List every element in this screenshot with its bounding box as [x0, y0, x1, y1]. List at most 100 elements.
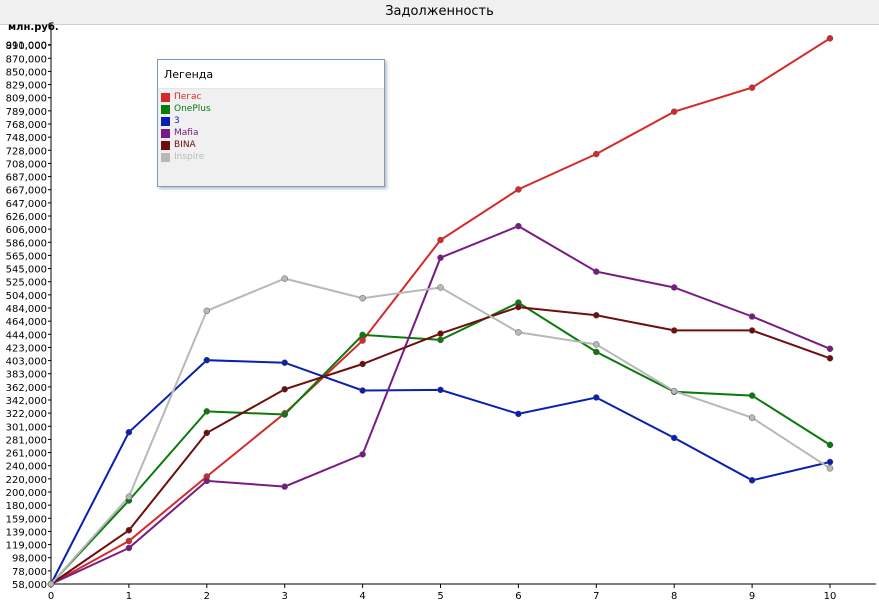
series-point	[125, 428, 133, 436]
legend-item: Mafia	[161, 127, 211, 139]
x-tick-label: 8	[671, 591, 677, 602]
series-point	[203, 429, 211, 437]
series-point	[826, 355, 834, 362]
y-tick-label: 403,000	[6, 357, 47, 368]
y-tick-label: 58,000	[12, 580, 47, 591]
series-point	[826, 35, 834, 42]
series-line-1	[50, 301, 831, 585]
legend-swatch	[161, 116, 170, 126]
y-tick-label: 687,000	[6, 173, 47, 184]
y-tick-label: 78,000	[12, 567, 47, 578]
legend-item: Пегас	[161, 91, 211, 103]
series-point	[125, 537, 133, 545]
series-point	[748, 313, 756, 320]
series-point	[437, 386, 444, 394]
legend-item: BINA	[161, 139, 211, 151]
y-tick-label: 565,000	[6, 251, 47, 262]
y-tick-label: 139,000	[6, 527, 47, 538]
series-point	[670, 434, 678, 442]
series-point	[359, 337, 366, 344]
y-tick-label: 789,000	[6, 107, 47, 118]
y-tick-label: 240,000	[6, 462, 47, 473]
series-point	[593, 348, 600, 356]
legend-swatch	[161, 92, 170, 102]
x-tick-label: 7	[593, 591, 599, 602]
y-tick-label: 890,000	[6, 41, 47, 52]
series-point	[203, 477, 211, 485]
series-point	[670, 108, 678, 115]
legend-label: BINA	[174, 140, 196, 150]
y-tick-label: 809,000	[6, 94, 47, 105]
legend-label: OnePlus	[174, 104, 211, 114]
y-tick-label: 728,000	[6, 146, 47, 157]
legend[interactable]: Легенда Пегас OnePlus 3 Mafia BINA Inspire	[157, 59, 385, 187]
y-tick-label: 545,000	[6, 265, 47, 276]
y-tick-label: 119,000	[6, 541, 47, 552]
series-point	[203, 307, 211, 315]
legend-swatch	[161, 104, 170, 114]
legend-header: Легенда	[158, 60, 384, 89]
y-tick-label: 362,000	[6, 383, 47, 394]
legend-item: Inspire	[161, 151, 211, 163]
series-point	[515, 410, 522, 418]
legend-title: Легенда	[164, 68, 214, 81]
legend-label: 3	[174, 116, 180, 126]
series-point	[515, 222, 522, 230]
series-point	[515, 329, 522, 336]
x-tick-label: 9	[749, 591, 755, 602]
series-point	[515, 303, 522, 311]
series-point	[47, 580, 55, 588]
series-point	[748, 477, 756, 484]
y-tick-label: 342,000	[6, 396, 47, 407]
y-tick-label: 606,000	[6, 225, 47, 236]
series-point	[281, 386, 288, 393]
legend-swatch	[161, 152, 170, 162]
axes: млн.руб. 58,000 78,000 98,000 119,000 139,000…	[6, 21, 876, 602]
x-tick-label: 6	[515, 591, 521, 602]
legend-list: Пегас OnePlus 3 Mafia BINA Inspire	[161, 91, 211, 163]
series-point	[593, 150, 600, 158]
series-point	[437, 284, 444, 291]
y-tick-label: 383,000	[6, 370, 47, 381]
legend-label: Inspire	[174, 152, 205, 162]
legend-label: Mafia	[174, 128, 199, 138]
y-tick-label: 159,000	[6, 514, 47, 525]
series-point	[125, 527, 133, 534]
y-tick-label: 504,000	[6, 291, 47, 302]
y-tick-label: 281,000	[6, 435, 47, 446]
y-tick-label: 444,000	[6, 330, 47, 341]
y-tick-label: 911,000	[6, 41, 47, 52]
y-tick-label: 647,000	[6, 199, 47, 210]
series-point	[670, 387, 678, 395]
series-point	[826, 345, 834, 353]
legend-swatch	[161, 140, 170, 150]
x-tick-label: 0	[48, 591, 54, 602]
y-tick-label: 261,000	[6, 449, 47, 460]
series-point	[203, 356, 211, 364]
series-point	[281, 359, 288, 366]
series-point	[359, 387, 366, 394]
series-points	[47, 35, 834, 588]
series-line-5	[50, 277, 831, 585]
series-point	[437, 336, 444, 344]
x-tick-label: 5	[437, 591, 443, 602]
series-point	[748, 327, 756, 334]
x-tick-label: 10	[824, 591, 837, 602]
y-tick-label: 464,000	[6, 317, 47, 328]
series-point	[748, 392, 756, 399]
y-tick-label: 484,000	[6, 304, 47, 315]
series-point	[826, 441, 834, 449]
series-point	[359, 331, 366, 339]
y-tick-label: 586,000	[6, 238, 47, 249]
x-tick-label: 1	[126, 591, 132, 602]
y-tick-label: 829,000	[6, 81, 47, 92]
y-axis-label: млн.руб.	[8, 21, 59, 33]
series-point	[281, 483, 288, 490]
series-point	[593, 312, 600, 319]
chart-title: Задолженность	[385, 4, 494, 19]
y-tick-label: 220,000	[6, 475, 47, 486]
series-line-4	[50, 306, 831, 585]
y-tick-label: 180,000	[6, 501, 47, 512]
title-bar: Задолженность	[0, 0, 879, 25]
